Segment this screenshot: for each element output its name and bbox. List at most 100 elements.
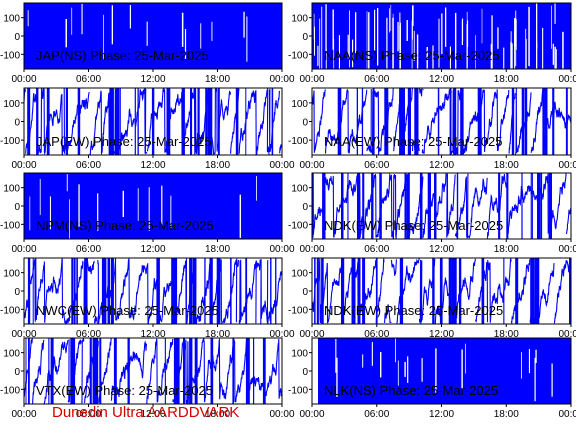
wrap-bar — [164, 338, 166, 404]
x-tick-label: 18:00 — [494, 329, 519, 340]
trace-gap — [536, 3, 538, 49]
wrap-bar — [217, 88, 220, 155]
x-tick-label: 00:00 — [299, 244, 324, 255]
x-tick-label: 06:00 — [364, 329, 389, 340]
wrap-bar — [102, 258, 107, 324]
wrap-bar — [530, 173, 532, 239]
trace-gap — [374, 9, 376, 51]
x-tick-label: 18:00 — [205, 329, 230, 340]
x-tick-label: 12:00 — [140, 329, 165, 340]
wrap-bar — [379, 173, 382, 239]
wrap-bar — [552, 88, 555, 155]
trace-gap — [103, 14, 104, 60]
x-tick-label: 00:00 — [558, 160, 576, 171]
wrap-bar — [456, 173, 459, 239]
trace-gap — [562, 31, 564, 69]
x-tick-label: 12:00 — [429, 244, 454, 255]
trace-10 — [318, 338, 571, 404]
trace-gap — [426, 47, 428, 69]
wrap-bar — [101, 258, 104, 324]
wrap-bar — [498, 173, 501, 239]
x-tick-label: 00:00 — [269, 74, 294, 85]
wrap-bar — [253, 338, 255, 404]
wrap-bar — [235, 88, 239, 155]
panel-title: NDK(EW) Phase: 25-Mar-2025 — [324, 303, 503, 318]
trace-gap — [81, 3, 83, 35]
wrap-bar — [152, 88, 155, 155]
wrap-bar — [185, 258, 187, 324]
wrap-bar — [534, 258, 538, 324]
panel-title: VTX(EW) Phase: 25-Mar-2025 — [36, 383, 213, 398]
trace-gap — [490, 43, 493, 69]
x-tick-label: 18:00 — [205, 244, 230, 255]
trace-gap — [515, 19, 517, 50]
trace-gap — [395, 338, 396, 363]
wrap-bar — [356, 88, 358, 155]
x-tick-label: 00:00 — [558, 409, 576, 420]
trace-gap — [514, 18, 516, 47]
footer-label: Dunedin Ultra AARDDVARK — [52, 404, 240, 421]
trace-gap — [319, 18, 321, 69]
x-tick-label: 00:00 — [299, 329, 324, 340]
x-tick-label: 12:00 — [140, 160, 165, 171]
trace-gap — [534, 357, 536, 402]
wrap-bar — [521, 173, 523, 239]
trace-gap — [511, 43, 513, 69]
x-tick-label: 12:00 — [429, 329, 454, 340]
trace-gap — [336, 357, 338, 397]
wrap-bar — [337, 88, 341, 155]
wrap-bar — [172, 258, 175, 324]
wrap-bar — [341, 258, 345, 324]
trace-gap — [65, 19, 67, 48]
panel-title: NPM(NS) Phase: 25-Mar-2025 — [36, 218, 214, 233]
wrap-bar — [453, 88, 457, 155]
wrap-bar — [542, 88, 545, 155]
trace-gap — [554, 46, 556, 69]
trace-gap — [397, 22, 399, 52]
wrap-bar — [48, 338, 50, 404]
wrap-bar — [271, 88, 274, 155]
wrap-bar — [70, 338, 73, 404]
panel-title: NAA(NS) Phase: 25-Mar-2025 — [324, 48, 500, 63]
trace-gap — [377, 8, 379, 66]
wrap-bar — [419, 173, 423, 239]
wrap-bar — [321, 258, 324, 324]
y-tick-label: 0 — [302, 202, 308, 213]
trace-gap — [412, 5, 413, 40]
y-tick-label: 0 — [14, 287, 20, 298]
trace-gap — [406, 20, 408, 41]
trace-gap — [66, 174, 68, 192]
trace-gap — [552, 43, 554, 65]
trace-gap — [184, 28, 187, 60]
wrap-bar — [89, 338, 92, 404]
trace-gap — [325, 48, 327, 69]
trace-5 — [24, 173, 282, 239]
wrap-bar — [347, 173, 349, 239]
trace-gap — [407, 356, 409, 383]
wrap-bar — [230, 258, 232, 324]
panel-10: 1000-10000:0006:0012:0018:0000:00NLK(NS)… — [288, 337, 576, 420]
wrap-bar — [134, 88, 136, 155]
x-tick-label: 06:00 — [76, 329, 101, 340]
x-tick-label: 00:00 — [299, 160, 324, 171]
trace-gap — [239, 194, 241, 238]
trace-gap — [510, 31, 512, 63]
wrap-bar — [27, 88, 31, 155]
wrap-bar — [415, 88, 419, 155]
wrap-bar — [357, 258, 361, 324]
y-tick-label: 0 — [302, 118, 308, 129]
wrap-bar — [515, 258, 519, 324]
trace-gap — [481, 8, 483, 44]
x-tick-label: 00:00 — [11, 409, 36, 420]
wrap-bar — [322, 173, 326, 239]
wrap-bar — [113, 338, 117, 404]
trace-gap — [411, 20, 413, 69]
trace-gap — [27, 10, 29, 27]
wrap-bar — [432, 258, 435, 324]
trace-gap — [525, 38, 527, 69]
wrap-bar — [46, 88, 50, 155]
wrap-bar — [399, 258, 404, 324]
x-tick-label: 06:00 — [76, 74, 101, 85]
